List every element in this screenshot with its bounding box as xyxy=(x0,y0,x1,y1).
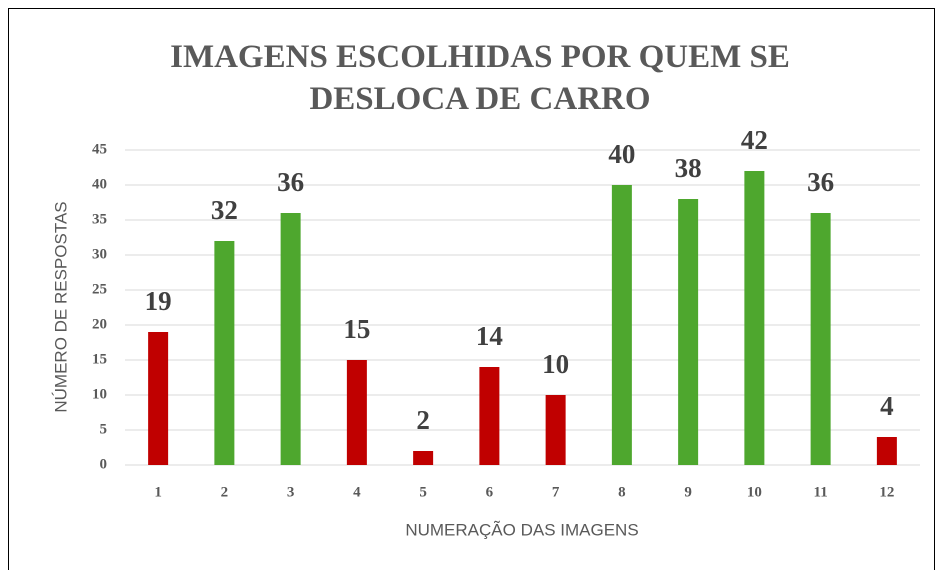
bar xyxy=(678,199,699,465)
chart-frame xyxy=(8,8,935,570)
x-tick-label: 3 xyxy=(287,484,295,500)
x-tick-label: 12 xyxy=(879,484,894,500)
y-tick-label: 45 xyxy=(92,141,107,157)
y-tick-label: 25 xyxy=(92,281,107,297)
bar xyxy=(214,241,235,465)
data-label: 10 xyxy=(542,349,569,379)
x-axis-label: NUMERAÇÃO DAS IMAGENS xyxy=(405,520,638,539)
x-tick-label: 9 xyxy=(684,484,692,500)
data-label: 15 xyxy=(343,314,370,344)
data-label: 2 xyxy=(416,405,430,435)
data-label: 36 xyxy=(807,167,834,197)
bar xyxy=(479,367,500,465)
y-tick-label: 5 xyxy=(100,421,108,437)
bar xyxy=(744,171,765,465)
data-label: 36 xyxy=(277,167,304,197)
bar xyxy=(346,360,367,465)
y-tick-label: 20 xyxy=(92,316,107,332)
data-label: 38 xyxy=(675,153,702,183)
x-tick-label: 6 xyxy=(486,484,494,500)
x-tick-label: 2 xyxy=(221,484,229,500)
data-label: 42 xyxy=(741,125,768,155)
y-axis-label: NÚMERO DE RESPOSTAS xyxy=(51,201,70,412)
bar xyxy=(148,332,169,465)
data-label: 40 xyxy=(608,139,635,169)
y-tick-label: 30 xyxy=(92,246,107,262)
x-tick-label: 10 xyxy=(747,484,762,500)
y-tick-label: 10 xyxy=(92,386,107,402)
x-tick-label: 1 xyxy=(154,484,162,500)
bar xyxy=(611,185,632,465)
bar xyxy=(810,213,831,465)
y-tick-label: 0 xyxy=(100,456,108,472)
y-tick-label: 40 xyxy=(92,176,107,192)
bar xyxy=(545,395,566,465)
data-label: 32 xyxy=(211,195,238,225)
y-tick-label: 15 xyxy=(92,351,107,367)
bar xyxy=(280,213,301,465)
data-label: 19 xyxy=(145,286,172,316)
bar xyxy=(876,437,897,465)
x-tick-label: 5 xyxy=(419,484,427,500)
y-tick-label: 35 xyxy=(92,211,107,227)
x-tick-label: 7 xyxy=(552,484,560,500)
data-label: 14 xyxy=(476,321,503,351)
bar xyxy=(413,451,434,465)
x-tick-label: 4 xyxy=(353,484,361,500)
data-label: 4 xyxy=(880,391,894,421)
x-tick-label: 8 xyxy=(618,484,626,500)
x-tick-label: 11 xyxy=(814,484,828,500)
chart-title: IMAGENS ESCOLHIDAS POR QUEM SE DESLOCA D… xyxy=(170,39,790,117)
